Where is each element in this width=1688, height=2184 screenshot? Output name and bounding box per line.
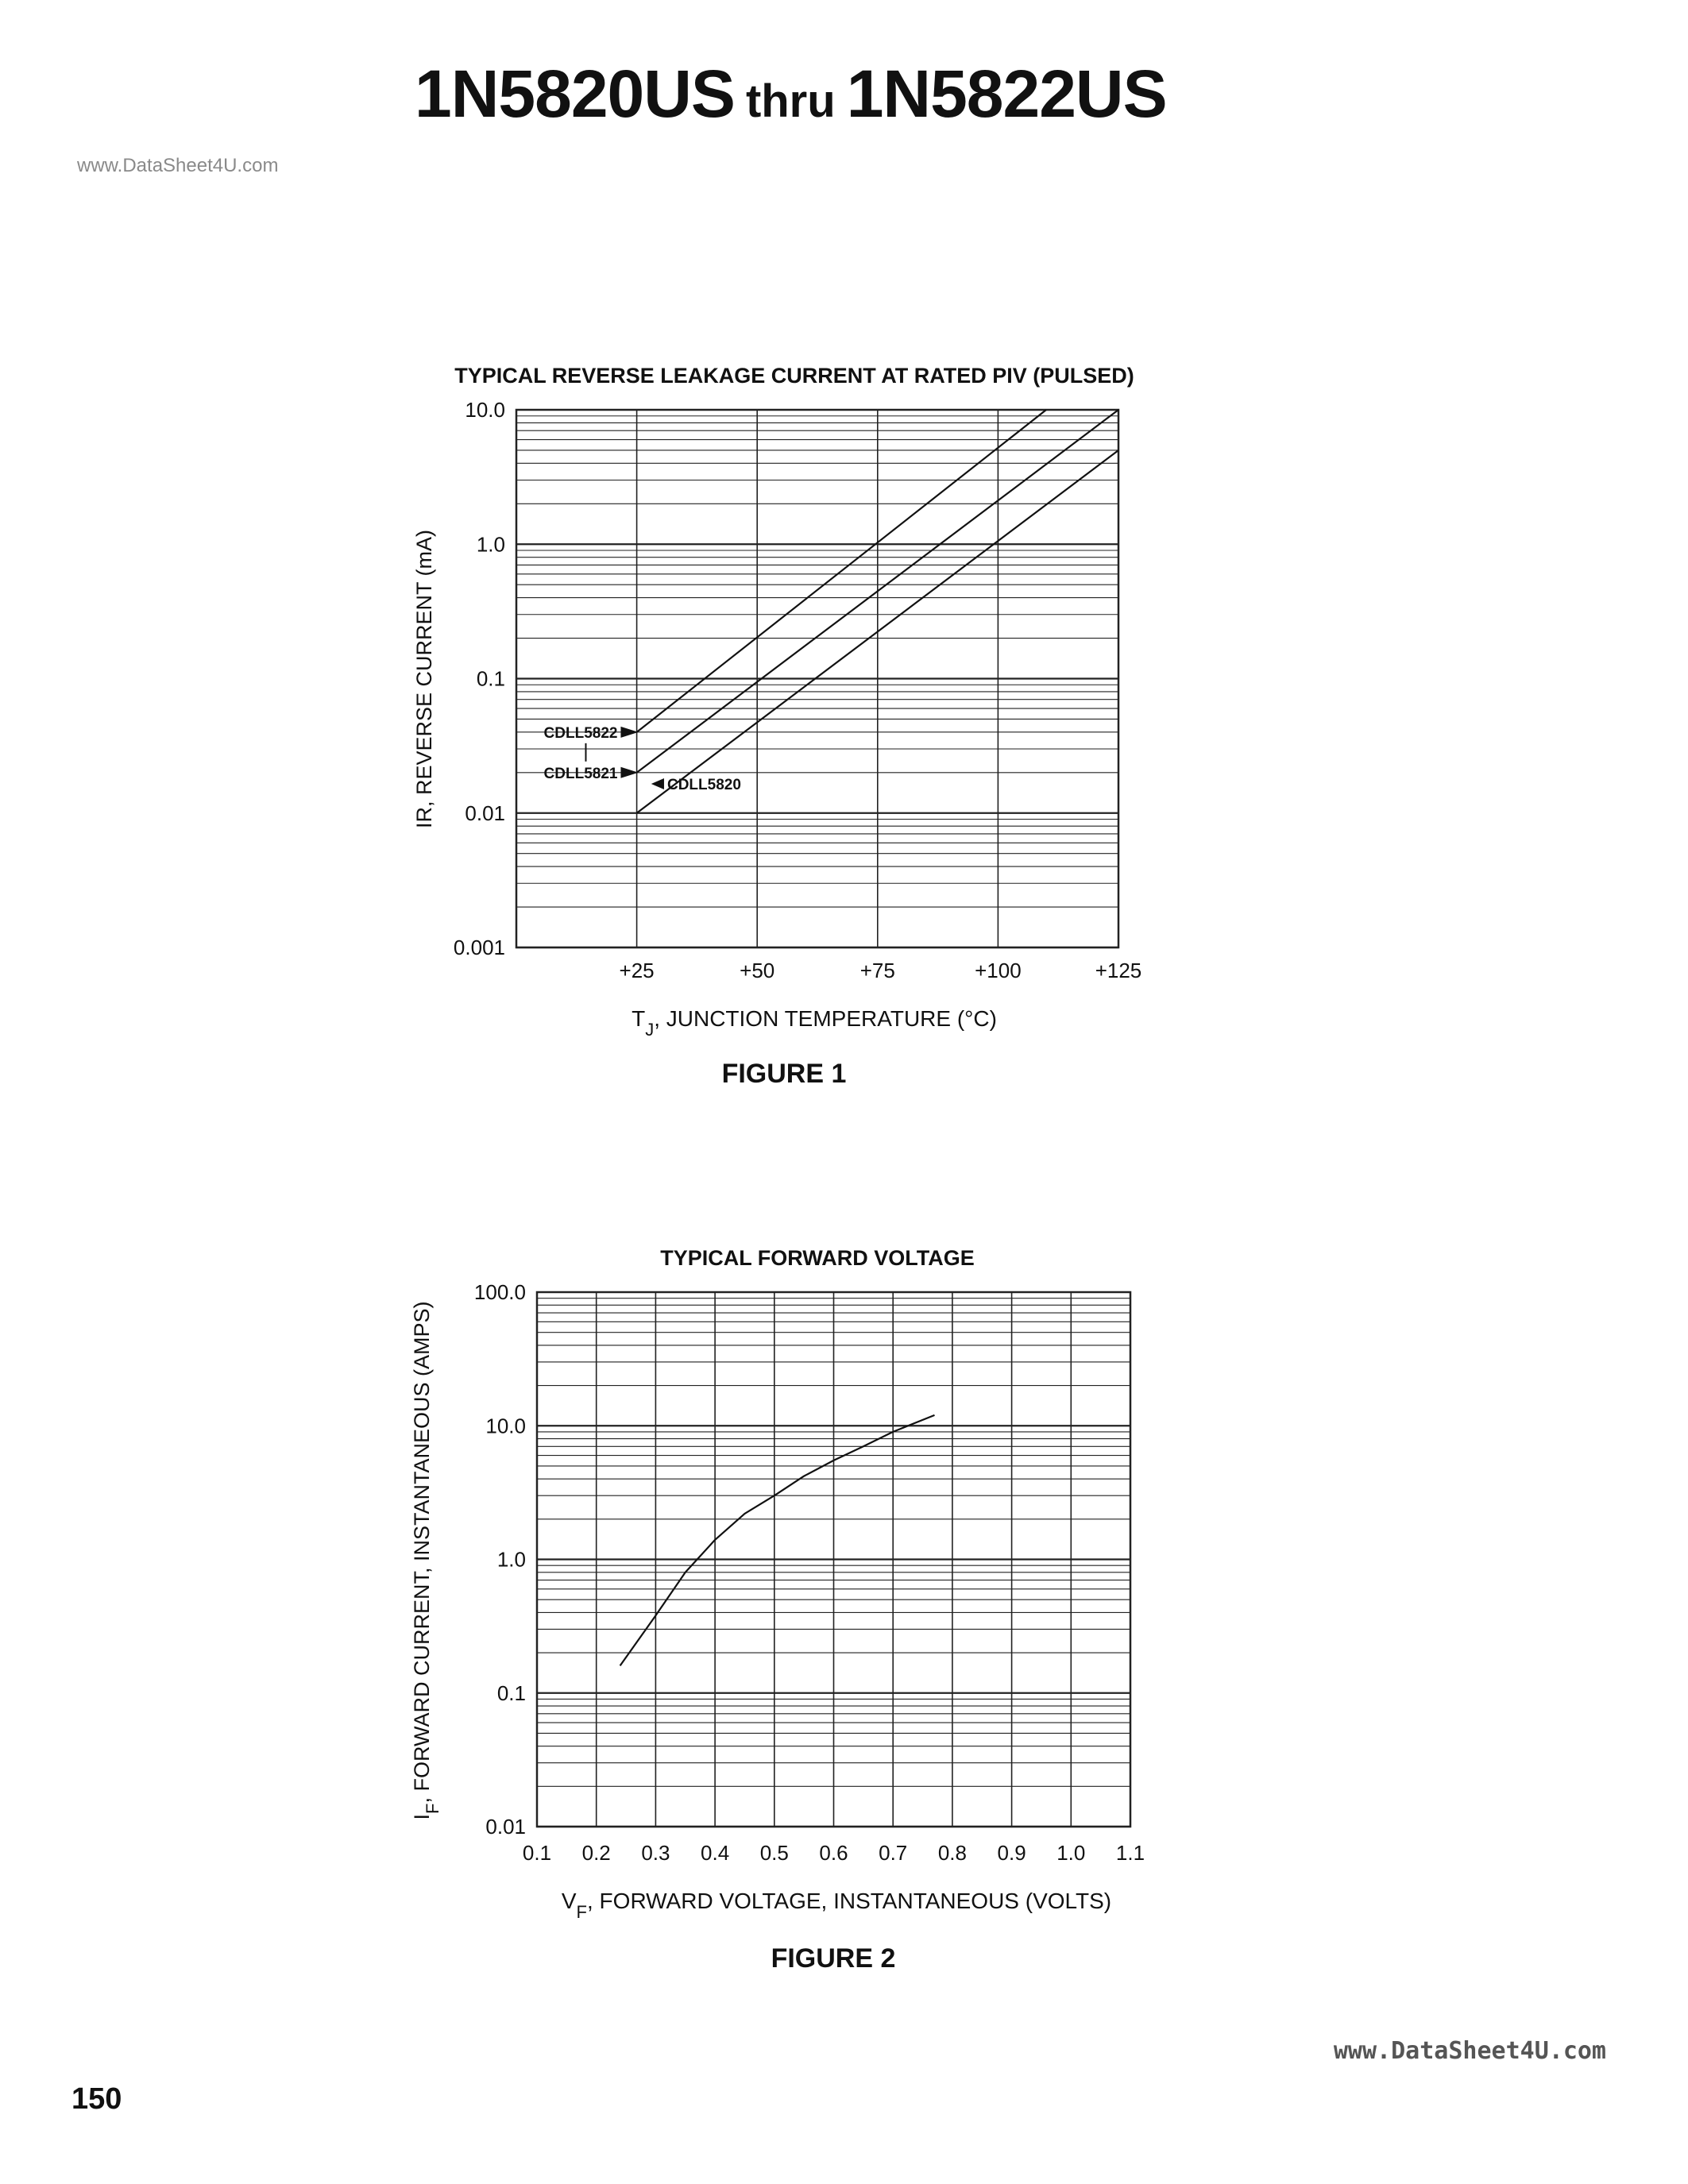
- page-number: 150: [71, 2082, 122, 2116]
- chart-svg: 0.001 0.01 0.1 1.0 10.0 +25 +50 +75 +100 +125 TYPI…: [412, 364, 1142, 1089]
- figure-2: 0.01 0.1 1.0 10.0 100.0 0.1 0.2 0.3 0.4 0.5 0.6 0.7…: [410, 1246, 1145, 1974]
- x-axis-label: TJ, JUNCTION TEMPERATURE (°C): [632, 1006, 997, 1040]
- title-connector: thru: [745, 75, 836, 127]
- x-tick-label: 0.2: [582, 1841, 611, 1865]
- y-tick-label: 0.1: [477, 667, 505, 691]
- y-axis-label-sub: F: [423, 1804, 442, 1814]
- figure-caption: FIGURE 1: [722, 1059, 847, 1089]
- annotation-cdll5822: CDLL5822: [544, 725, 618, 742]
- x-tick-label: 0.8: [938, 1841, 967, 1865]
- watermark-top: www.DataSheet4U.com: [77, 155, 279, 176]
- x-axis-label-rest: , FORWARD VOLTAGE, INSTANTANEOUS (VOLTS): [587, 1889, 1111, 1913]
- y-tick-label: 0.1: [497, 1681, 526, 1705]
- x-tick-label: 0.7: [879, 1841, 907, 1865]
- y-tick-label: 0.01: [465, 801, 505, 825]
- x-axis-label-sub: J: [645, 1020, 654, 1040]
- x-tick-label: +25: [620, 959, 655, 982]
- x-tick-label: 1.0: [1056, 1841, 1085, 1865]
- x-tick-label: 0.4: [701, 1841, 729, 1865]
- y-tick-label: 0.01: [485, 1815, 526, 1839]
- y-tick-label: 0.001: [454, 936, 505, 959]
- page-title: 1N5820US thru 1N5822US: [415, 56, 1168, 133]
- x-tick-label: +125: [1095, 959, 1142, 982]
- series-group: [635, 409, 1119, 814]
- chart-title: TYPICAL REVERSE LEAKAGE CURRENT AT RATED…: [454, 364, 1134, 388]
- x-axis-label-rest: , JUNCTION TEMPERATURE (°C): [654, 1006, 997, 1031]
- arrow-cdll5821: [620, 766, 639, 778]
- y-axis-label: IR, REVERSE CURRENT (mA): [412, 530, 436, 828]
- arrow-cdll5822: [620, 726, 639, 738]
- series-line-cdll5820: [635, 450, 1119, 814]
- arrow-cdll5820: [651, 778, 664, 789]
- series-line-forward-voltage: [619, 1414, 935, 1667]
- x-tick-label: 0.5: [760, 1841, 789, 1865]
- x-tick-label: 0.3: [641, 1841, 670, 1865]
- x-tick-label: +75: [860, 959, 895, 982]
- y-tick-label: 1.0: [477, 532, 505, 556]
- annotation-cdll5820: CDLL5820: [667, 777, 741, 793]
- series-line-cdll5821: [635, 409, 1119, 774]
- x-tick-label: +50: [740, 959, 774, 982]
- figure-1: 0.001 0.01 0.1 1.0 10.0 +25 +50 +75 +100 +125 TYPI…: [412, 364, 1142, 1089]
- x-tick-label: 1.1: [1116, 1841, 1145, 1865]
- x-axis-label-main: V: [562, 1889, 577, 1913]
- y-axis-label-main: IR, REVERSE CURRENT (mA): [412, 530, 436, 828]
- y-tick-label: 100.0: [474, 1280, 526, 1304]
- x-tick-label: 0.1: [523, 1841, 551, 1865]
- chart-title: TYPICAL FORWARD VOLTAGE: [660, 1246, 975, 1270]
- grid: [515, 408, 1120, 949]
- y-axis-label-rest: , FORWARD CURRENT, INSTANTANEOUS (AMPS): [410, 1302, 434, 1804]
- x-tick-label: +100: [975, 959, 1022, 982]
- y-axis-label: IF, FORWARD CURRENT, INSTANTANEOUS (AMPS…: [410, 1302, 442, 1820]
- annotation-cdll5821: CDLL5821: [544, 766, 618, 782]
- x-axis-label: VF, FORWARD VOLTAGE, INSTANTANEOUS (VOLT…: [562, 1889, 1111, 1922]
- title-part-1: 1N5820US: [415, 56, 736, 131]
- figure-caption: FIGURE 2: [771, 1943, 896, 1974]
- title-part-2: 1N5822US: [846, 56, 1168, 131]
- plot-frame: [535, 1291, 1132, 1828]
- y-tick-label: 10.0: [465, 398, 505, 422]
- watermark-bottom: www.DataSheet4U.com: [1333, 2037, 1606, 2065]
- plot-frame: [515, 408, 1120, 949]
- series-line-cdll5822: [635, 409, 1047, 733]
- x-axis-label-sub: F: [577, 1902, 587, 1922]
- x-axis-label-main: T: [632, 1006, 645, 1031]
- y-tick-label: 10.0: [485, 1414, 526, 1437]
- grid: [535, 1291, 1132, 1828]
- y-tick-label: 1.0: [497, 1548, 526, 1572]
- x-tick-label: 0.6: [819, 1841, 848, 1865]
- x-tick-label: 0.9: [998, 1841, 1026, 1865]
- y-axis-label-main: I: [410, 1814, 434, 1820]
